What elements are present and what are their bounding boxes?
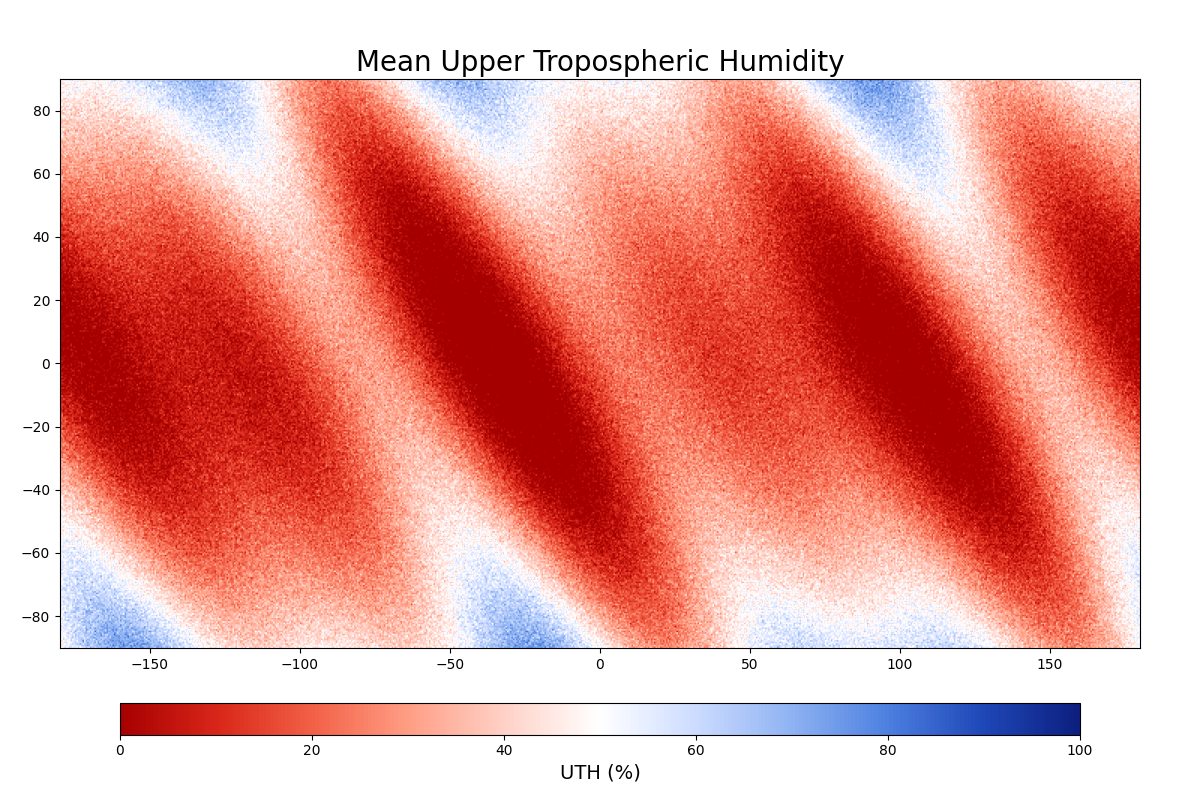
- Title: Mean Upper Tropospheric Humidity: Mean Upper Tropospheric Humidity: [355, 49, 845, 77]
- X-axis label: UTH (%): UTH (%): [559, 764, 641, 783]
